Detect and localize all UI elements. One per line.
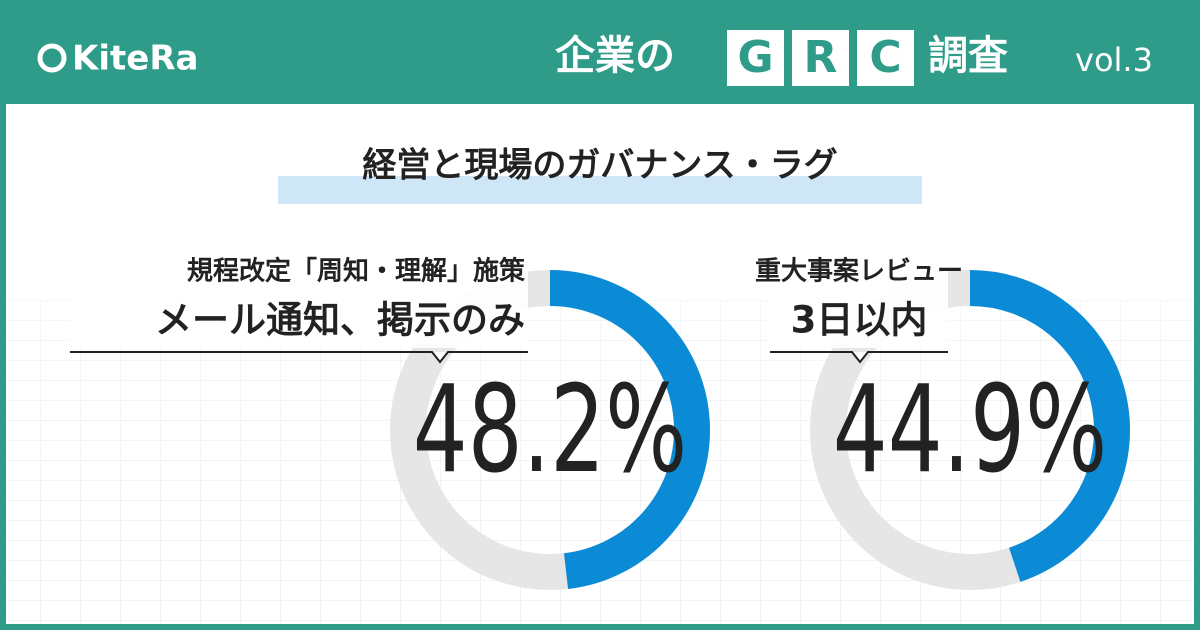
label-line-2: メール通知、掲示のみ [155, 299, 525, 342]
letter-box [792, 30, 849, 86]
label-bg [70, 248, 528, 348]
value-label: 44.9% [833, 360, 1107, 500]
letter: G [737, 32, 773, 83]
letter: C [869, 32, 901, 83]
letter: R [804, 32, 838, 83]
value-label: 48.2% [413, 360, 687, 500]
header-title-pre: 企業の [555, 33, 675, 79]
header-vol: vol.3 [1075, 41, 1153, 79]
letter-box [727, 30, 784, 86]
title-highlight [278, 176, 922, 204]
label-underline [770, 351, 948, 364]
donut-arc [549, 270, 710, 589]
brand: KiteRa [72, 39, 198, 79]
label-line-1: 規程改定「周知・理解」施策 [187, 256, 525, 287]
label-line-1: 重大事案レビュー [755, 256, 963, 287]
letter-box [857, 30, 914, 86]
label-underline [70, 351, 528, 364]
label-bg [770, 248, 948, 348]
logo: KiteRa [37, 39, 198, 79]
donut-arc [969, 270, 1130, 582]
title: 経営と現場のガバナンス・ラグ [362, 146, 837, 186]
label-line-2: 3日以内 [791, 299, 928, 342]
header-title-post: 調査 [928, 33, 1008, 79]
